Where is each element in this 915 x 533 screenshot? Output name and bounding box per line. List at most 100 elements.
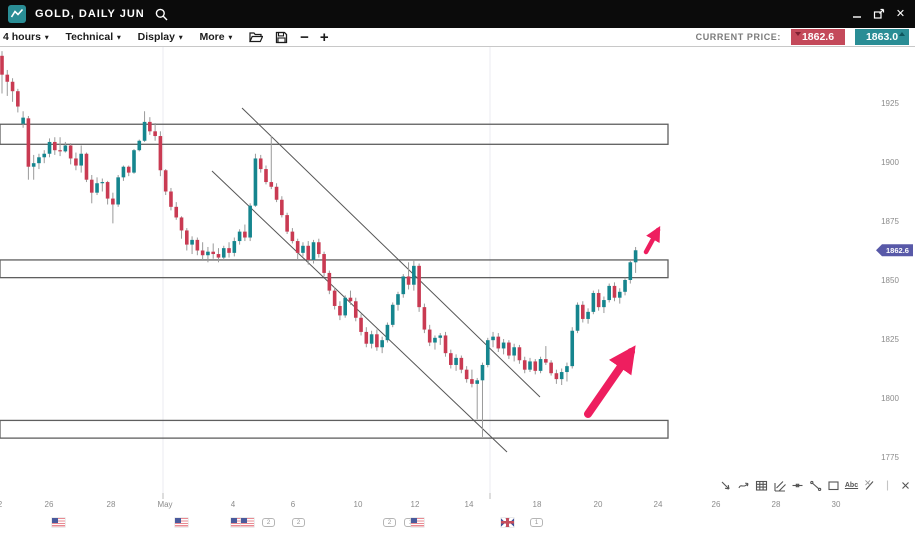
candle-body bbox=[174, 206, 179, 218]
chart-toolbar: 4 hours ▾ Technical ▾ Display ▾ More ▾ bbox=[0, 28, 915, 47]
candle-body bbox=[253, 158, 258, 206]
sell-price-badge[interactable]: 1862.6 bbox=[791, 29, 845, 45]
draw-tool-grid-icon[interactable] bbox=[754, 478, 769, 493]
draw-tool-horizontal-line-icon[interactable] bbox=[790, 478, 805, 493]
economic-event-flag-us-icon[interactable] bbox=[175, 518, 188, 527]
price-axis-label: 1850 bbox=[881, 276, 899, 285]
candle-body bbox=[37, 157, 41, 164]
candle-body bbox=[570, 330, 575, 367]
candle-body bbox=[475, 380, 479, 384]
candle-body bbox=[290, 231, 295, 242]
candle-body bbox=[617, 291, 622, 298]
chart-area[interactable]: 19251900187518501825180017751862.622628M… bbox=[0, 47, 915, 533]
candle-body bbox=[375, 334, 379, 348]
candle-body bbox=[100, 182, 105, 184]
candle-body bbox=[142, 121, 147, 141]
draw-tool-text-icon[interactable]: Abc bbox=[844, 482, 859, 489]
candle-body bbox=[454, 357, 458, 365]
candle-body bbox=[501, 342, 506, 349]
menu-more-label: More bbox=[199, 31, 225, 43]
us-flag-icon bbox=[175, 518, 188, 527]
candle-body bbox=[258, 158, 263, 170]
candle-body bbox=[596, 292, 601, 308]
candle-body bbox=[559, 372, 564, 380]
candle-body bbox=[216, 254, 221, 258]
draw-tool-curve-icon[interactable] bbox=[736, 478, 751, 493]
candle-body bbox=[470, 379, 474, 384]
menu-timeframe[interactable]: 4 hours ▾ bbox=[3, 31, 48, 43]
event-count: 2 bbox=[262, 518, 275, 527]
draw-tool-close-icon[interactable] bbox=[898, 478, 913, 493]
time-axis-label: 28 bbox=[107, 500, 116, 509]
popout-window-button[interactable] bbox=[872, 8, 885, 21]
candle-body bbox=[79, 153, 83, 166]
draw-tool-pointer-icon[interactable] bbox=[718, 478, 733, 493]
event-count-badge[interactable]: 2 bbox=[383, 518, 396, 527]
price-zones[interactable] bbox=[0, 123, 669, 439]
window-controls: ✕ bbox=[850, 8, 915, 21]
menu-timeframe-label: 4 hours bbox=[3, 31, 41, 43]
candle-body bbox=[42, 153, 47, 158]
minimize-button[interactable] bbox=[850, 8, 863, 21]
event-count-badge[interactable]: 1 bbox=[530, 518, 543, 527]
candle-body bbox=[137, 140, 142, 151]
time-axis-label: 28 bbox=[772, 500, 781, 509]
app-logo-chart-icon bbox=[8, 5, 26, 23]
current-price-area: CURRENT PRICE: 1862.6 1863.0 bbox=[696, 29, 909, 45]
menu-technical[interactable]: Technical ▾ bbox=[65, 31, 120, 43]
economic-event-flag-us-icon[interactable] bbox=[52, 518, 65, 527]
candle-body bbox=[533, 361, 538, 371]
menu-display[interactable]: Display ▾ bbox=[138, 31, 183, 43]
pink-up-arrow bbox=[643, 225, 661, 255]
economic-event-flag-us-icon[interactable] bbox=[411, 518, 424, 527]
candle-body bbox=[348, 297, 353, 302]
candlestick-chart[interactable]: 19251900187518501825180017751862.622628M… bbox=[0, 47, 915, 533]
open-folder-icon[interactable] bbox=[249, 31, 264, 43]
candle-body bbox=[53, 141, 57, 151]
close-button[interactable]: ✕ bbox=[895, 7, 906, 20]
candle-body bbox=[264, 169, 268, 183]
toolbar-separator bbox=[880, 478, 895, 493]
chevron-down-icon: ▾ bbox=[117, 34, 121, 42]
candle-body bbox=[158, 136, 163, 171]
candle-body bbox=[443, 335, 448, 354]
chevron-down-icon: ▾ bbox=[228, 34, 233, 42]
buy-price-badge[interactable]: 1863.0 bbox=[855, 29, 909, 45]
candle-body bbox=[63, 145, 68, 152]
economic-event-flag-us-icon[interactable] bbox=[241, 518, 254, 527]
search-icon[interactable] bbox=[155, 8, 168, 21]
economic-event-flag-us-icon[interactable] bbox=[231, 518, 244, 527]
sell-price-value: 1862.6 bbox=[801, 31, 835, 43]
trendlines[interactable] bbox=[211, 107, 541, 453]
annotation-arrows[interactable] bbox=[584, 225, 661, 418]
draw-tool-line-icon[interactable] bbox=[862, 478, 877, 493]
candle-body bbox=[359, 317, 363, 332]
zoom-in-button[interactable]: + bbox=[319, 28, 329, 46]
candle-body bbox=[111, 198, 115, 205]
candle-body bbox=[554, 373, 559, 380]
save-icon[interactable] bbox=[275, 31, 288, 44]
zoom-out-button[interactable]: − bbox=[300, 28, 309, 46]
event-count-badge[interactable]: 2 bbox=[262, 518, 275, 527]
price-axis-label: 1825 bbox=[881, 335, 899, 344]
candle-body bbox=[507, 342, 511, 356]
economic-event-flag-uk-icon[interactable] bbox=[501, 518, 514, 527]
chevron-down-icon: ▾ bbox=[44, 34, 49, 42]
time-axis-label: 10 bbox=[354, 500, 363, 509]
toolbar-close-icon[interactable]: ✕ bbox=[864, 478, 872, 488]
event-count-badge[interactable]: 2 bbox=[292, 518, 305, 527]
candle-body bbox=[285, 215, 289, 232]
candle-body bbox=[295, 241, 300, 253]
menu-more[interactable]: More ▾ bbox=[200, 31, 233, 43]
time-axis[interactable]: 2 26 28 May 4 6 10 12 14 18 20 24 26 28 30 bbox=[0, 493, 841, 509]
candle-body bbox=[200, 250, 205, 256]
draw-tool-rectangle-icon[interactable] bbox=[826, 478, 841, 493]
candle-body bbox=[243, 231, 247, 238]
draw-tool-trend-line-icon[interactable] bbox=[808, 478, 823, 493]
candle-body bbox=[274, 186, 279, 200]
draw-tool-channel-icon[interactable] bbox=[772, 478, 787, 493]
candle-body bbox=[0, 55, 4, 75]
candle-body bbox=[221, 248, 226, 258]
price-axis[interactable]: 1925 1900 1875 1850 1825 1800 1775 bbox=[881, 99, 899, 462]
candle-body bbox=[591, 292, 596, 312]
